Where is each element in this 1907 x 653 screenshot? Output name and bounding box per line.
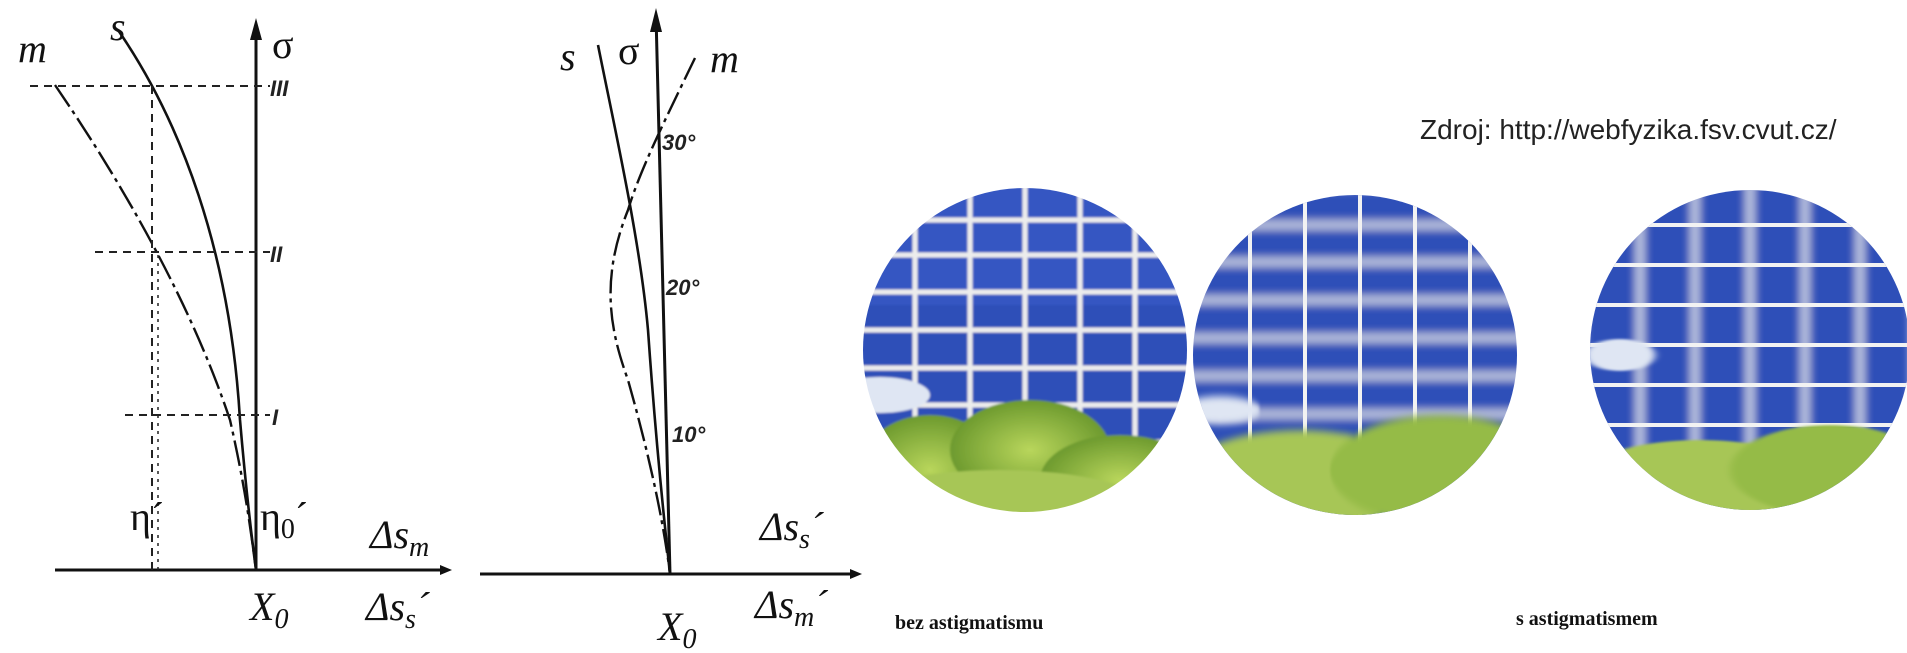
left-x-axis-arrow — [440, 565, 452, 575]
eta-label: η´ — [130, 494, 164, 539]
right-dss-label: Δss´ — [758, 504, 824, 555]
right-x0-label: X0 — [656, 604, 696, 653]
left-sigma-axis-arrow — [250, 18, 262, 40]
right-x-axis-arrow — [850, 569, 862, 579]
left-m-curve — [54, 84, 258, 571]
right-sigma-axis-arrow — [650, 8, 662, 32]
left-sigma-label: σ — [272, 22, 294, 67]
left-x0-label: X0 — [248, 584, 288, 635]
left-dss-label: Δss´ — [364, 584, 430, 635]
photo-with-astigmatism-2 — [1590, 190, 1907, 510]
angle-30: 30° — [662, 130, 695, 155]
angle-10: 10° — [672, 422, 705, 447]
caption-with-astigmatism: s astigmatismem — [1516, 608, 1658, 630]
photo-with-astigmatism-1 — [1193, 195, 1517, 515]
mark-iii: III — [270, 76, 289, 101]
right-astigmatism-diagram: s σ m 30° 20° 10° Δss´ Δsm´ X0 — [480, 8, 862, 653]
left-dsm-label: Δsm — [368, 512, 429, 563]
right-m-curve — [609, 57, 697, 575]
left-astigmatism-diagram: m s σ III II I η´ η0´ Δsm Δss´ X0 — [18, 4, 452, 635]
right-s-label: s — [560, 34, 576, 79]
right-m-label: m — [710, 36, 739, 81]
left-s-label: s — [110, 4, 126, 49]
right-sigma-label: σ — [618, 28, 640, 73]
source-credit: Zdroj: http://webfyzika.fsv.cvut.cz/ — [1420, 114, 1837, 145]
left-m-label: m — [18, 26, 47, 71]
right-dsm-label: Δsm´ — [753, 582, 828, 633]
eta0-label: η0´ — [260, 494, 308, 545]
mark-i: I — [272, 405, 279, 430]
photo-without-astigmatism — [863, 188, 1187, 512]
right-s-curve — [596, 44, 672, 575]
right-sigma-axis — [654, 14, 672, 575]
mark-ii: II — [270, 242, 283, 267]
caption-without-astigmatism: bez astigmatismu — [895, 612, 1044, 634]
angle-20: 20° — [665, 275, 699, 300]
